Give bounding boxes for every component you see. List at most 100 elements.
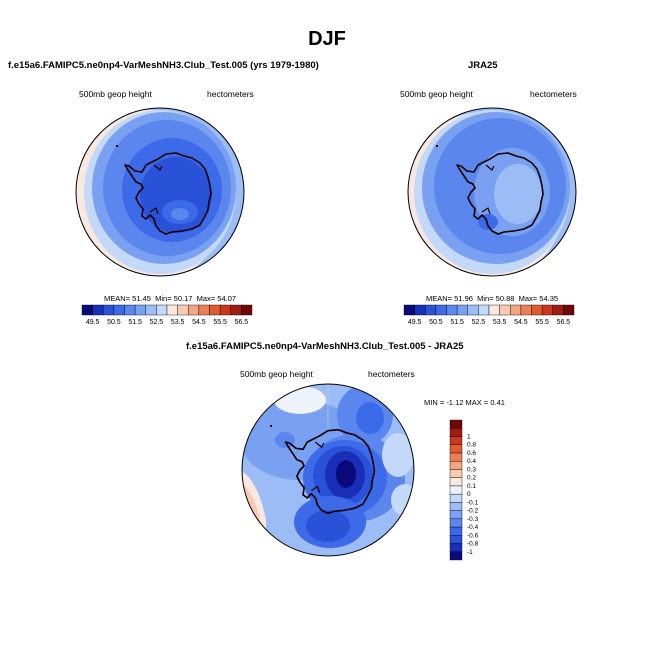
units-label-diff: hectometers	[368, 369, 415, 379]
season-title: DJF	[308, 28, 346, 50]
colorbar-swatch	[177, 304, 189, 316]
colorbar-tick-label: -0.8	[467, 541, 479, 548]
colorbar-swatch	[241, 304, 253, 316]
colorbar-swatch	[456, 304, 468, 316]
stats-model: MEAN= 51.45 Min= 50.17 Max= 54.07	[104, 294, 236, 303]
panel-title-obs: JRA25	[468, 60, 498, 71]
colorbar-swatch	[81, 304, 93, 316]
colorbar-swatch	[449, 535, 463, 544]
variable-label-model: 500mb geop height	[79, 89, 152, 99]
colorbar-swatch	[449, 444, 463, 454]
colorbar-tick-label: 56.5	[557, 319, 571, 326]
map-boundary-obs	[407, 107, 577, 277]
colorbar-tick-label: 0	[467, 491, 471, 498]
stats-diff: MIN = -1.12 MAX = 0.41	[424, 398, 505, 407]
max-label: Max=	[518, 294, 538, 303]
colorbar-tick-label: 49.5	[86, 319, 100, 326]
variable-label-diff: 500mb geop height	[240, 369, 313, 379]
min-value: 50.88	[495, 294, 515, 303]
colorbar-tick-label: 53.5	[493, 319, 507, 326]
colorbar-swatch	[145, 304, 157, 316]
mean-value: 51.96	[454, 294, 473, 303]
colorbar-tick-label: 51.5	[450, 319, 464, 326]
colorbar-tick-label: 0.4	[467, 458, 476, 465]
map-model	[76, 108, 244, 276]
colorbar-swatch	[552, 304, 564, 316]
colorbar-tick-label: -0.2	[467, 508, 479, 515]
colorbar-model: 49.5 50.5 51.5 52.5 53.5 54.5 55.5 56.5	[81, 304, 253, 326]
colorbar-tick-label: 0.8	[467, 442, 476, 449]
min-label: MIN =	[424, 398, 445, 407]
colorbar-swatch	[446, 304, 458, 316]
colorbar-tick-label: -0.6	[467, 532, 479, 539]
colorbar-swatch	[134, 304, 146, 316]
colorbar-swatch	[124, 304, 136, 316]
colorbar-swatch	[103, 304, 115, 316]
min-value: -1.12	[446, 398, 464, 407]
map-boundary-model	[75, 107, 245, 277]
colorbar-tick-label: 1	[467, 433, 471, 440]
colorbar-swatch	[449, 460, 463, 470]
colorbar-swatch	[113, 304, 125, 316]
colorbar-tick-label: 56.5	[235, 319, 249, 326]
colorbar-swatch	[230, 304, 242, 316]
colorbar-tick-label: 52.5	[150, 319, 164, 326]
colorbar-swatch	[449, 543, 463, 552]
colorbar-swatch	[156, 304, 168, 316]
colorbar-tick-label: 0.1	[467, 483, 476, 490]
min-label: Min=	[477, 294, 494, 303]
colorbar-swatch	[449, 493, 463, 503]
colorbar-tick-label: -0.4	[467, 524, 479, 531]
colorbar-tick-label: 55.5	[535, 319, 549, 326]
max-value: 0.41	[490, 398, 505, 407]
colorbar-swatch	[449, 452, 463, 462]
colorbar-swatch	[563, 304, 575, 316]
colorbar-swatch	[467, 304, 479, 316]
max-value: 54.07	[217, 294, 237, 303]
colorbar-swatch	[449, 526, 463, 536]
colorbar-swatch	[92, 304, 104, 316]
variable-label-obs: 500mb geop height	[400, 89, 473, 99]
colorbar-tick-label: 54.5	[192, 319, 206, 326]
mean-label: MEAN=	[426, 294, 453, 303]
colorbar-tick-label: 0.6	[467, 450, 476, 457]
colorbar-swatch	[449, 428, 463, 437]
colorbar-tick-label: 51.5	[128, 319, 142, 326]
colorbar-swatch	[449, 502, 463, 511]
colorbar-swatch	[449, 419, 463, 429]
colorbar-tick-label: 52.5	[472, 319, 486, 326]
colorbar-swatch	[425, 304, 437, 316]
colorbar-swatch	[478, 304, 490, 316]
island-marker	[270, 425, 272, 427]
colorbar-swatch	[531, 304, 543, 316]
colorbar-tick-label: 55.5	[213, 319, 227, 326]
mean-label: MEAN=	[104, 294, 131, 303]
colorbar-swatch	[414, 304, 426, 316]
max-label: MAX =	[465, 398, 489, 407]
colorbar-swatch	[449, 485, 463, 495]
colorbar-swatch	[520, 304, 532, 316]
colorbar-swatch	[449, 469, 463, 478]
colorbar-swatch	[488, 304, 500, 316]
max-value: 54.35	[539, 294, 559, 303]
colorbar-swatch	[499, 304, 511, 316]
colorbar-tick-label: 54.5	[514, 319, 528, 326]
colorbar-swatch	[449, 510, 463, 520]
colorbar-tick-label: 50.5	[107, 319, 121, 326]
colorbar-tick-label: -1	[467, 549, 473, 556]
colorbar-swatch	[209, 304, 221, 316]
colorbar-tick-label: 49.5	[408, 319, 422, 326]
colorbar-swatch	[449, 518, 463, 528]
colorbar-tick-label: -0.1	[467, 499, 479, 506]
colorbar-swatch	[188, 304, 200, 316]
colorbar-obs: 49.5 50.5 51.5 52.5 53.5 54.5 55.5 56.5	[403, 304, 575, 326]
colorbar-diff: -1-0.8-0.6-0.4-0.3-0.2-0.100.10.20.30.40…	[449, 419, 479, 561]
colorbar-swatch	[198, 304, 210, 316]
colorbar-swatch	[449, 551, 463, 561]
map-obs	[408, 108, 576, 276]
colorbar-tick-label: 0.2	[467, 475, 476, 482]
units-label-obs: hectometers	[530, 89, 577, 99]
colorbar-swatch	[403, 304, 415, 316]
colorbar-swatch	[219, 304, 231, 316]
colorbar-swatch	[166, 304, 178, 316]
